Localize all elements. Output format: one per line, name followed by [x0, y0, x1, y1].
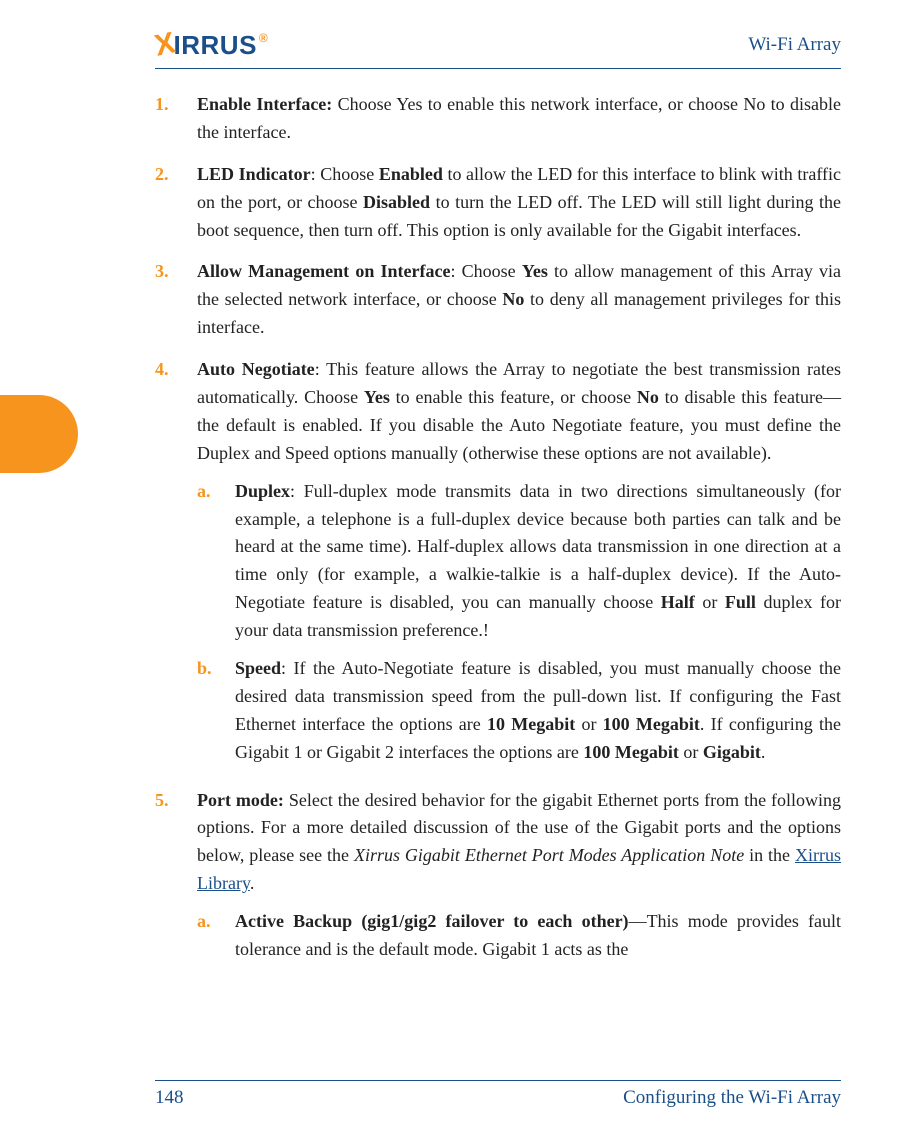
- page-header: X IRRUS ® Wi-Fi Array: [155, 28, 841, 69]
- body-content: 1.Enable Interface: Choose Yes to enable…: [155, 91, 841, 970]
- header-title: Wi-Fi Array: [748, 34, 841, 56]
- list-number: 3.: [155, 258, 197, 342]
- list-item: 4.Auto Negotiate: This feature allows th…: [155, 356, 841, 772]
- sub-letter: b.: [197, 655, 235, 767]
- list-number: 4.: [155, 356, 197, 772]
- registered-icon: ®: [259, 31, 268, 45]
- brand-text: IRRUS: [174, 30, 257, 61]
- sub-letter: a.: [197, 478, 235, 645]
- list-body: Port mode: Select the desired behavior f…: [197, 787, 841, 970]
- list-item: 2.LED Indicator: Choose Enabled to allow…: [155, 161, 841, 245]
- list-item: 5.Port mode: Select the desired behavior…: [155, 787, 841, 970]
- list-number: 2.: [155, 161, 197, 245]
- list-body: Auto Negotiate: This feature allows the …: [197, 356, 841, 772]
- list-body: Enable Interface: Choose Yes to enable t…: [197, 91, 841, 147]
- page: X IRRUS ® Wi-Fi Array 1.Enable Interface…: [0, 0, 901, 1137]
- sub-body: Active Backup (gig1/gig2 failover to eac…: [235, 908, 841, 964]
- sub-item: a.Duplex: Full-duplex mode transmits dat…: [197, 478, 841, 645]
- list-number: 5.: [155, 787, 197, 970]
- list-item: 1.Enable Interface: Choose Yes to enable…: [155, 91, 841, 147]
- sub-item: a.Active Backup (gig1/gig2 failover to e…: [197, 908, 841, 964]
- sub-body: Speed: If the Auto-Negotiate feature is …: [235, 655, 841, 767]
- sub-item: b.Speed: If the Auto-Negotiate feature i…: [197, 655, 841, 767]
- page-footer: 148 Configuring the Wi-Fi Array: [155, 1080, 841, 1109]
- list-item: 3.Allow Management on Interface: Choose …: [155, 258, 841, 342]
- list-body: Allow Management on Interface: Choose Ye…: [197, 258, 841, 342]
- page-number: 148: [155, 1087, 184, 1109]
- brand-logo: X IRRUS ®: [155, 28, 268, 62]
- sub-body: Duplex: Full-duplex mode transmits data …: [235, 478, 841, 645]
- list-body: LED Indicator: Choose Enabled to allow t…: [197, 161, 841, 245]
- sub-letter: a.: [197, 908, 235, 964]
- footer-caption: Configuring the Wi-Fi Array: [623, 1087, 841, 1109]
- list-number: 1.: [155, 91, 197, 147]
